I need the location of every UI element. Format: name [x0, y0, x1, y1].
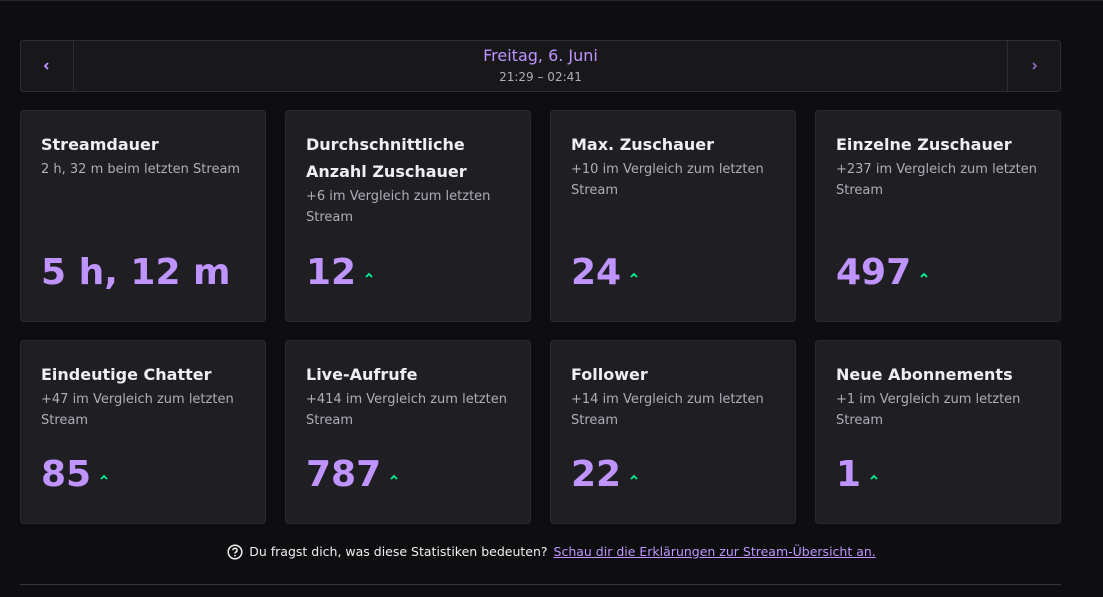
trend-up-icon: [630, 272, 638, 278]
stat-card: Live-Aufrufe +414 im Vergleich zum letzte…: [285, 340, 531, 524]
card-title: Max. Zuschauer: [571, 135, 715, 154]
divider: [0, 0, 1103, 1]
date-title: Freitag, 6. Juni: [483, 46, 598, 65]
card-value: 22: [571, 454, 622, 495]
card-title: Neue Abonnements: [836, 365, 1013, 384]
trend-up-icon: [630, 474, 638, 480]
chevron-left: [43, 62, 49, 70]
card-value: 5 h, 12 m: [41, 252, 231, 293]
card-subtitle: +237 im Vergleich zum letzten Stream: [836, 162, 1037, 198]
trend-up-icon: [920, 272, 928, 278]
card-title: Follower: [571, 365, 648, 384]
card-subtitle: +14 im Vergleich zum letzten Stream: [571, 392, 764, 428]
card-value: 1: [836, 454, 862, 495]
trend-up-icon: [365, 272, 373, 278]
card-subtitle: +1 im Vergleich zum letzten Stream: [836, 392, 1021, 428]
card-value-row: 85: [41, 452, 245, 498]
card-title: Einzelne Zuschauer: [836, 135, 1012, 154]
card-value: 497: [836, 252, 912, 293]
divider: [20, 584, 1061, 585]
card-subtitle: 2 h, 32 m beim letzten Stream: [41, 162, 241, 177]
chevron-right: [1032, 62, 1038, 70]
card-value-row: 12: [306, 250, 510, 296]
stats-grid: Streamdauer 2 h, 32 m beim letzten Stream…: [20, 110, 1061, 524]
card-value-row: 22: [571, 452, 775, 498]
card-value: 24: [571, 252, 622, 293]
help-question: Du fragst dich, was diese Statistiken be…: [249, 544, 548, 559]
stat-card: Max. Zuschauer +10 im Vergleich zum letzt…: [550, 110, 796, 322]
card-value: 85: [41, 454, 92, 495]
stat-card: Einzelne Zuschauer +237 im Vergleich zum …: [815, 110, 1061, 322]
card-value: 12: [306, 252, 357, 293]
card-subtitle: +47 im Vergleich zum letzten Stream: [41, 392, 234, 428]
stat-card: Neue Abonnements +1 im Vergleich zum letz…: [815, 340, 1061, 524]
stat-card: Eindeutige Chatter +47 im Vergleich zum l…: [20, 340, 266, 524]
next-button[interactable]: [1007, 41, 1060, 91]
card-title: Eindeutige Chatter: [41, 365, 212, 384]
card-subtitle: +10 im Vergleich zum letzten Stream: [571, 162, 764, 198]
card-value-row: 24: [571, 250, 775, 296]
trend-up-icon: [100, 474, 108, 480]
help-icon: [227, 544, 243, 560]
trend-up-icon: [390, 474, 398, 480]
previous-button[interactable]: [21, 41, 74, 91]
trend-up-icon: [870, 474, 878, 480]
card-value: 787: [306, 454, 382, 495]
card-subtitle: +414 im Vergleich zum letzten Stream: [306, 392, 507, 428]
stat-card: Durchschnittliche Anzahl Zuschauer +6 im …: [285, 110, 531, 322]
card-value-row: 787: [306, 452, 510, 498]
stat-card: Streamdauer 2 h, 32 m beim letzten Stream…: [20, 110, 266, 322]
stat-card: Follower +14 im Vergleich zum letzten Str…: [550, 340, 796, 524]
time-range: 21:29 – 02:41: [499, 70, 582, 84]
card-value-row: 497: [836, 250, 1040, 296]
card-title: Live-Aufrufe: [306, 365, 418, 384]
help-footer: Du fragst dich, was diese Statistiken be…: [0, 542, 1103, 562]
card-title: Durchschnittliche Anzahl Zuschauer: [306, 135, 467, 181]
card-value-row: 1: [836, 452, 1040, 498]
card-value-row: 5 h, 12 m: [41, 250, 245, 296]
date-navigator: Freitag, 6. Juni 21:29 – 02:41: [20, 40, 1061, 92]
card-subtitle: +6 im Vergleich zum letzten Stream: [306, 189, 491, 225]
help-link[interactable]: Schau dir die Erklärungen zur Stream-Übe…: [553, 544, 876, 559]
card-title: Streamdauer: [41, 135, 159, 154]
